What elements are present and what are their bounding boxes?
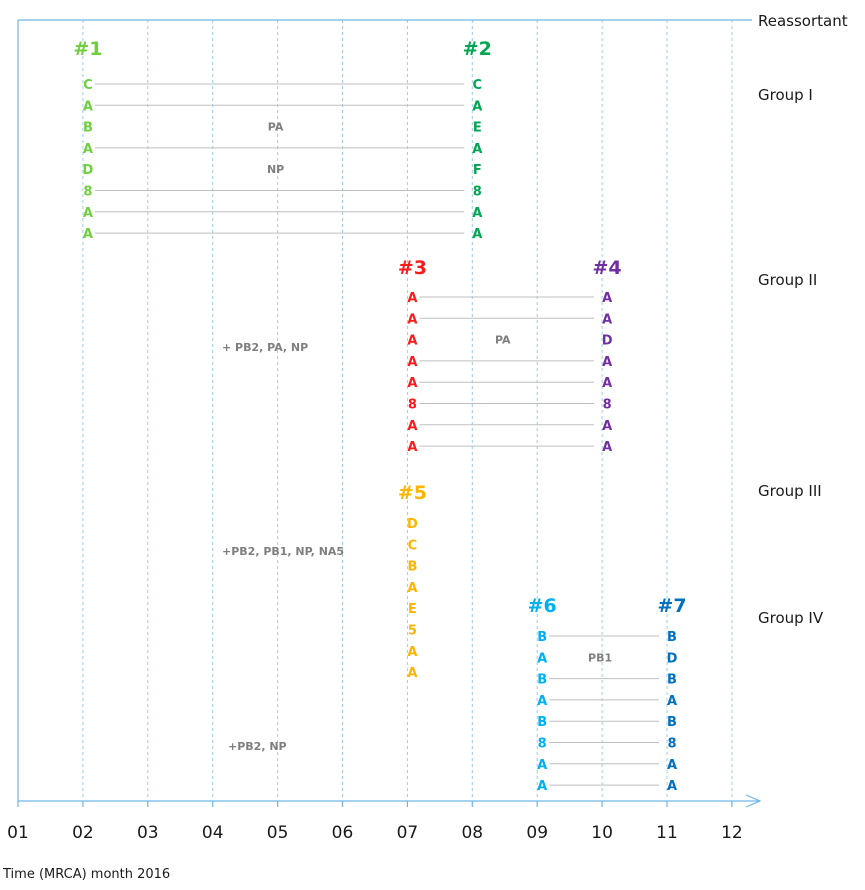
segment-letter: B — [537, 630, 547, 645]
note-group-3: +PB2, PB1, NP, NA5 — [222, 545, 344, 558]
reassortant-header-label: #5 — [398, 482, 427, 504]
segment-letter: 8 — [667, 737, 676, 752]
reassortant-header: Reassortant — [758, 12, 848, 30]
reassortant-header-label: #2 — [463, 38, 492, 60]
segment-letter: D — [83, 163, 94, 178]
reassortant-header-label: #3 — [398, 257, 427, 279]
x-tick-label: 07 — [397, 823, 419, 843]
group-label-iii: Group III — [758, 482, 822, 500]
segment-letter: A — [472, 227, 482, 242]
month-gridlines — [17, 20, 733, 800]
x-tick-label: 02 — [72, 823, 94, 843]
group-label-i: Group I — [758, 86, 813, 104]
segment-letter: A — [83, 227, 93, 242]
segment-letter: 8 — [538, 737, 547, 752]
segment-letter: E — [408, 602, 417, 617]
segment-letter: B — [667, 673, 677, 688]
reassortant-header-label: #6 — [528, 595, 557, 617]
segment-letter: A — [407, 334, 417, 349]
segment-letter: 5 — [408, 624, 417, 639]
segment-letter: A — [602, 291, 612, 306]
segment-letter: A — [83, 99, 93, 114]
segment-letter: A — [537, 779, 547, 794]
changed-segment-label: PA — [268, 121, 284, 134]
segment-letter: A — [407, 581, 417, 596]
segment-connectors: PA NP PA PB1 — [94, 83, 659, 786]
segment-letter: A — [83, 142, 93, 157]
changed-segment-label: PA — [495, 334, 511, 347]
segment-letter: E — [473, 121, 482, 136]
reassortant-header-label: #1 — [73, 38, 102, 60]
segment-letter: A — [407, 312, 417, 327]
segment-letter: C — [473, 78, 483, 93]
segment-letter: A — [537, 694, 547, 709]
segment-letter: C — [83, 78, 93, 93]
x-tick-label: 05 — [267, 823, 289, 843]
segment-letter: A — [667, 758, 677, 773]
segment-letter: A — [407, 355, 417, 370]
segment-letter: A — [407, 440, 417, 455]
changed-segment-label: PB1 — [588, 651, 612, 664]
segment-letter: B — [667, 715, 677, 730]
x-tick-label: 10 — [591, 823, 613, 843]
segment-letter: A — [407, 419, 417, 434]
x-tick-label: 06 — [332, 823, 354, 843]
x-tick-label: 11 — [656, 823, 678, 843]
x-tick-label: 01 — [7, 823, 29, 843]
segment-letter: A — [602, 440, 612, 455]
segment-letter: 8 — [83, 185, 92, 200]
group-labels: Reassortant Group I Group II Group III G… — [758, 12, 848, 627]
time-axis: 01 02 03 04 05 06 07 08 09 10 11 12 — [7, 19, 762, 843]
segment-letter: A — [472, 142, 482, 157]
segment-letter: 8 — [408, 398, 417, 413]
changed-segment-label: NP — [267, 163, 284, 176]
segment-letter: 8 — [603, 398, 612, 413]
segment-letter: A — [667, 779, 677, 794]
segment-letter: A — [407, 376, 417, 391]
segment-letter: 8 — [473, 185, 482, 200]
segment-letter: B — [83, 121, 93, 136]
x-axis-arrow — [745, 794, 762, 808]
x-tick-label: 03 — [137, 823, 159, 843]
x-tick-label: 12 — [721, 823, 743, 843]
segment-letter: A — [602, 376, 612, 391]
segment-letter: D — [667, 651, 678, 666]
segment-letter: A — [537, 758, 547, 773]
segment-letter: B — [537, 673, 547, 688]
segment-letter: A — [602, 419, 612, 434]
group-label-ii: Group II — [758, 271, 817, 289]
annotation-notes: + PB2, PA, NP +PB2, PB1, NP, NA5 +PB2, N… — [222, 341, 344, 753]
reassortant-labels: #1CABAD8AA#2CAEAF8AA#3AAAAA8AA#4AADAA8AA… — [73, 38, 686, 794]
x-tick-label: 08 — [461, 823, 483, 843]
segment-letter: B — [407, 560, 417, 575]
note-group-2: + PB2, PA, NP — [222, 341, 308, 354]
segment-letter: A — [602, 312, 612, 327]
segment-letter: A — [407, 645, 417, 660]
segment-letter: A — [667, 694, 677, 709]
reassortant-header-label: #7 — [657, 595, 686, 617]
segment-letter: A — [83, 206, 93, 221]
segment-letter: A — [472, 99, 482, 114]
x-tick-label: 04 — [202, 823, 224, 843]
segment-letter: C — [408, 538, 418, 553]
group-label-iv: Group IV — [758, 609, 824, 627]
segment-letter: F — [473, 163, 482, 178]
segment-letter: D — [602, 334, 613, 349]
segment-letter: D — [407, 517, 418, 532]
x-tick-label: 09 — [526, 823, 548, 843]
segment-letter: A — [407, 291, 417, 306]
segment-letter: A — [472, 206, 482, 221]
note-group-4: +PB2, NP — [228, 740, 287, 753]
segment-letter: A — [602, 355, 612, 370]
segment-letter: A — [537, 651, 547, 666]
segment-letter: B — [537, 715, 547, 730]
x-axis-caption: Time (MRCA) month 2016 — [2, 867, 170, 882]
reassortant-header-label: #4 — [593, 257, 622, 279]
segment-letter: A — [407, 666, 417, 681]
segment-letter: B — [667, 630, 677, 645]
